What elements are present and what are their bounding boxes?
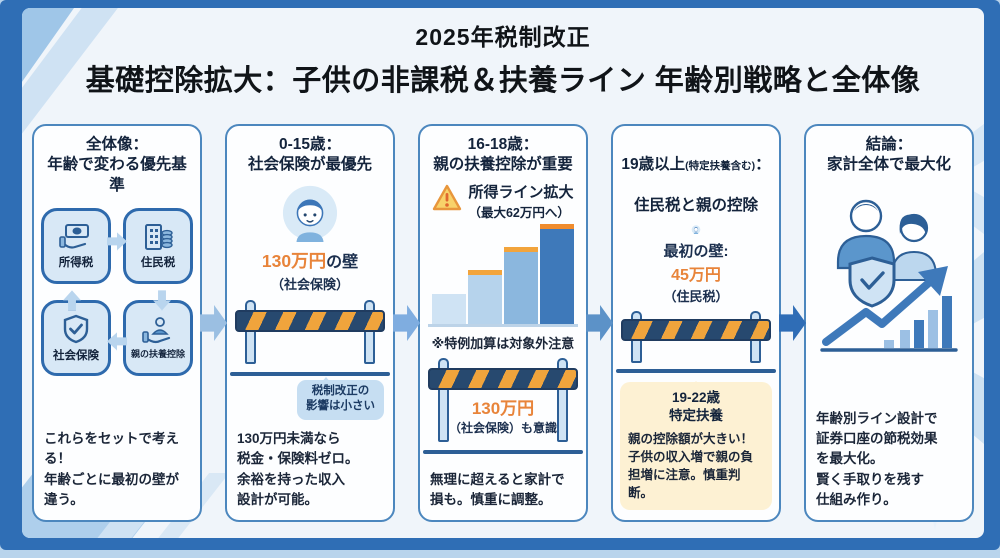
barrier-with-text-icon: 130万円 （社会保険）も意識 [423, 357, 583, 454]
tax-impact-bubble: 税制改正の 影響は小さい [297, 376, 384, 420]
wall-130-suffix: の壁 [326, 253, 359, 271]
flow-arrow-3-icon [586, 305, 613, 341]
barrier-amount: 130万円 [471, 398, 535, 418]
panel-age-0-15-body: 130万円未満なら 税金・保険料ゼロ。 余裕を持った収入 設計が可能。 [237, 431, 359, 507]
panel-age-16-18: 16-18歳： 親の扶養控除が重要 所得ライン拡大 （最大62万円へ） ※特例加… [418, 124, 588, 522]
callout-title: 19-22歳 特定扶養 [669, 390, 723, 424]
flow-arrow-1-icon [200, 305, 227, 341]
step-bar-1 [432, 293, 466, 324]
barrier-note: （社会保険）も意識 [448, 420, 557, 435]
title-main: 19歳以上 [621, 156, 686, 174]
page-title: 基礎控除拡大：子供の非課税＆扶養ライン 年齢別戦略と全体像 [85, 65, 921, 97]
tile-income-tax-label: 所得税 [58, 256, 94, 269]
tax-cycle-diagram: 所得税 住民税 [41, 208, 193, 377]
tile-social-insurance: 社会保険 [41, 300, 111, 377]
first-wall-label: 最初の壁: [663, 243, 729, 261]
first-wall-amount: 45万円 [671, 267, 721, 285]
first-wall-note: （住民税） [663, 289, 729, 305]
tile-dependent-deduction: 親の扶養控除 [123, 300, 193, 377]
child-avatar-icon [282, 185, 338, 242]
alert-title: 所得ライン拡大 [468, 183, 574, 201]
family-shield-growth-icon [820, 199, 958, 352]
infographic-canvas: 2025年税制改正 基礎控除拡大：子供の非課税＆扶養ライン 年齢別戦略と全体像 … [22, 8, 984, 538]
callout-body: 親の控除額が大きい！ 子供の収入増で親の負 担増に注意。慎重判断。 [628, 431, 754, 500]
special-dependent-callout: 19-22歳 特定扶養 親の控除額が大きい！ 子供の収入増で親の負 担増に注意。… [620, 381, 772, 510]
panel-age-0-15-title: 0-15歳： 社会保険が最優先 [247, 136, 372, 174]
step-bar-3 [504, 246, 538, 324]
title-small: (特定扶養含む) [685, 160, 756, 173]
barrier-icon [616, 311, 776, 374]
tile-income-tax: 所得税 [41, 208, 111, 285]
panel-conclusion-body: 年齢別ライン設計で 証券口座の節税効果 を最大化。 賢く手取りを残す 仕組み作り… [816, 410, 938, 507]
building-coins-icon [145, 223, 173, 250]
panel-conclusion-title: 結論： 家計全体で最大化 [826, 136, 951, 174]
barrier-icon [230, 299, 390, 376]
income-line-alert: 所得ライン拡大 （最大62万円へ） [432, 183, 574, 221]
shield-check-icon [63, 314, 89, 344]
panel-age-19-plus: 19歳以上(特定扶養含む)： 住民税と親の控除 最初の壁: 45万円 （住民税）… [611, 124, 781, 522]
tile-dependent-deduction-label: 親の扶養控除 [130, 349, 185, 360]
wall-130-amount: 130万円 [261, 250, 327, 271]
panel-overview-title: 全体像： 年齢で変わる優先基準 [47, 136, 187, 194]
money-hand-icon [59, 223, 89, 249]
tile-social-insurance-label: 社会保険 [53, 349, 99, 362]
person-care-icon [142, 317, 171, 344]
wall-130-line: 130万円の壁 [262, 248, 358, 273]
panel-overview: 全体像： 年齢で変わる優先基準 所得税 [32, 124, 202, 522]
exception-note: ※特例加算は対象外注意 [431, 335, 575, 351]
tile-resident-tax-label: 住民税 [140, 256, 176, 269]
header-subtitle: 2025年税制改正 [415, 24, 591, 50]
panel-overview-body: これらをセットで考える！ 年齢ごとに最初の壁が 違う。 [44, 431, 179, 507]
tile-resident-tax: 住民税 [123, 208, 193, 285]
flow-arrow-2-icon [393, 305, 420, 341]
title-colon: ： [755, 156, 771, 174]
panel-age-19-plus-title: 19歳以上(特定扶養含む)： 住民税と親の控除 [621, 135, 770, 217]
panel-age-16-18-title: 16-18歳： 親の扶養控除が重要 [433, 136, 573, 174]
flow-arrow-4-icon [779, 305, 806, 341]
panel-conclusion: 結論： 家計全体で最大化 年齢別ライン設計で 証券口座の節税効果 を最大 [804, 124, 974, 522]
panel-age-0-15: 0-15歳： 社会保険が最優先 130万円の壁 （社会保険） 税制改正の 影響は… [225, 124, 395, 522]
income-steps-chart [428, 223, 578, 327]
wall-130-note: （社会保険） [270, 276, 349, 292]
young-adult-avatar-icon [691, 225, 701, 235]
header: 2025年税制改正 基礎控除拡大：子供の非課税＆扶養ライン 年齢別戦略と全体像 [22, 18, 984, 99]
step-bar-2 [468, 269, 502, 324]
step-bar-4 [540, 223, 574, 324]
warning-icon [433, 184, 462, 211]
panel-row: 全体像： 年齢で変わる優先基準 所得税 [32, 124, 974, 522]
panel-age-16-18-body: 無理に超えると家計で 損も。慎重に調整。 [430, 471, 565, 507]
title-line2: 住民税と親の控除 [633, 197, 758, 215]
alert-subtitle: （最大62万円へ） [468, 205, 570, 220]
